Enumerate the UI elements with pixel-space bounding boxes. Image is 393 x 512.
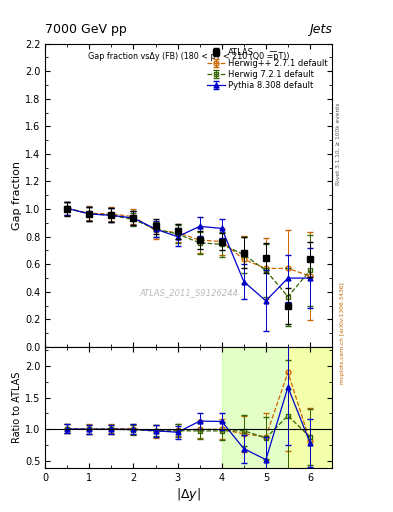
Y-axis label: Gap fraction: Gap fraction [12, 161, 22, 230]
Text: mcplots.cern.ch [arXiv:1306.3436]: mcplots.cern.ch [arXiv:1306.3436] [340, 282, 345, 383]
Text: 7000 GeV pp: 7000 GeV pp [45, 23, 127, 36]
X-axis label: $|\Delta y|$: $|\Delta y|$ [176, 486, 201, 503]
Text: ATLAS_2011_S9126244: ATLAS_2011_S9126244 [139, 288, 238, 297]
Bar [222, 347, 332, 468]
Text: Jets: Jets [309, 23, 332, 36]
Text: Gap fraction vsΔy (FB) (180 < pT < 210 (Q0 =͞pT)): Gap fraction vsΔy (FB) (180 < pT < 210 (… [88, 51, 289, 61]
Legend: ATLAS, Herwig++ 2.7.1 default, Herwig 7.2.1 default, Pythia 8.308 default: ATLAS, Herwig++ 2.7.1 default, Herwig 7.… [205, 46, 330, 92]
Bar [288, 347, 332, 468]
Y-axis label: Ratio to ATLAS: Ratio to ATLAS [12, 372, 22, 443]
Text: Rivet 3.1.10, ≥ 100k events: Rivet 3.1.10, ≥ 100k events [336, 102, 341, 185]
